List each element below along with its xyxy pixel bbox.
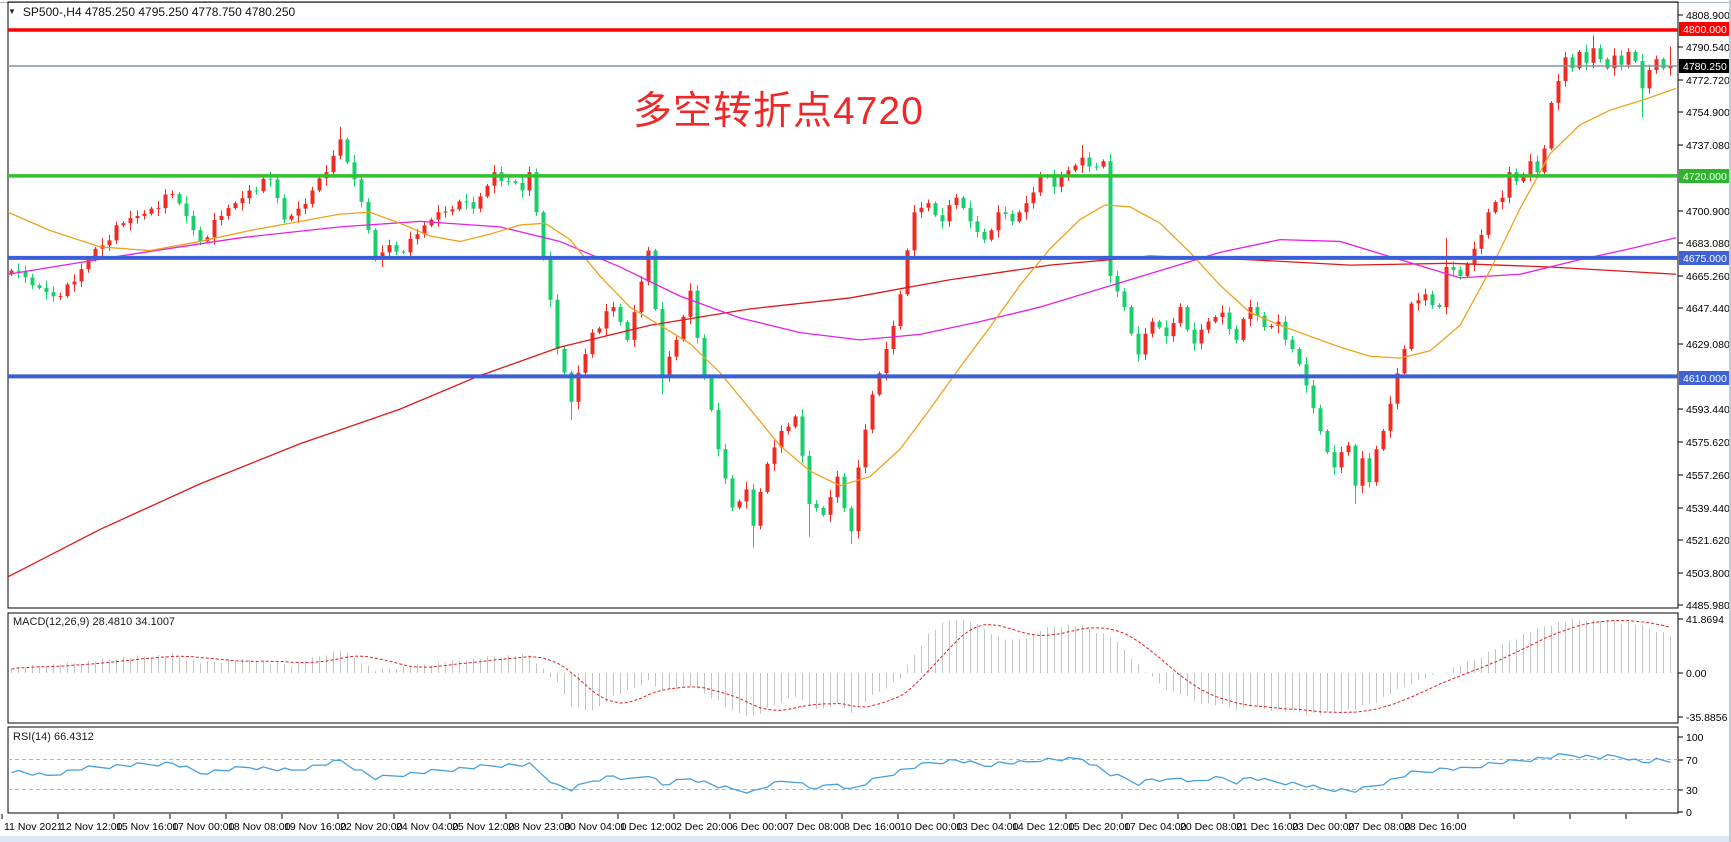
price-axis-label: 4754.900 bbox=[1686, 107, 1730, 119]
time-axis-label: 23 Dec 00:00 bbox=[1292, 821, 1355, 833]
macd-indicator-label: MACD(12,26,9) 28.4810 34.1007 bbox=[13, 616, 176, 628]
macd-axis-label: 41.8694 bbox=[1686, 614, 1724, 626]
time-axis-label: 18 Nov 08:00 bbox=[228, 821, 291, 833]
price-axis-label: 4485.980 bbox=[1686, 600, 1730, 612]
price-badge: 4675.000 bbox=[1683, 253, 1727, 265]
ma-slow-red bbox=[7, 255, 1677, 578]
price-badge: 4610.000 bbox=[1683, 373, 1727, 385]
time-axis-label: 12 Nov 12:00 bbox=[60, 821, 123, 833]
symbol-ohlc-text: SP500-,H4 4785.250 4795.250 4778.750 478… bbox=[22, 5, 296, 19]
price-badges: 4800.000 4780.250 4720.000 4675.000 4610.000 bbox=[1679, 22, 1730, 385]
price-axis-label: 4647.440 bbox=[1686, 303, 1730, 315]
price-axis-label: 4772.720 bbox=[1686, 75, 1730, 87]
price-axis-label: 4557.260 bbox=[1686, 470, 1730, 482]
price-axis-label: 4683.080 bbox=[1686, 238, 1730, 250]
panel-borders bbox=[7, 1, 1679, 814]
price-axis-label: 4575.620 bbox=[1686, 437, 1730, 449]
rsi-line bbox=[11, 753, 1671, 794]
time-axis-label: 20 Dec 08:00 bbox=[1180, 821, 1243, 833]
macd-signal-line bbox=[11, 619, 1671, 713]
time-axis-label: 21 Dec 16:00 bbox=[1236, 821, 1299, 833]
time-axis-label: 15 Dec 20:00 bbox=[1068, 821, 1131, 833]
price-axis-label: 4503.800 bbox=[1686, 568, 1730, 580]
price-axis-label: 4808.900 bbox=[1686, 10, 1730, 22]
price-badge: 4800.000 bbox=[1683, 24, 1727, 36]
window-right-border bbox=[1729, 0, 1731, 842]
price-badge: 4780.250 bbox=[1683, 61, 1727, 73]
time-axis-label: 28 Dec 16:00 bbox=[1404, 821, 1467, 833]
price-axis-label: 4790.540 bbox=[1686, 42, 1730, 54]
time-axis-label: 25 Nov 12:00 bbox=[452, 821, 515, 833]
macd-axis-label: -35.8856 bbox=[1686, 712, 1728, 724]
time-axis-label: 11 Nov 2021 bbox=[4, 821, 63, 833]
time-axis-label: 30 Nov 04:00 bbox=[564, 821, 627, 833]
rsi-axis-label: 70 bbox=[1686, 755, 1698, 767]
annotation-text[interactable]: 多空转折点4720 bbox=[633, 90, 924, 133]
price-axis[interactable]: 4808.900 4790.540 4772.720 4754.900 4737.080… bbox=[1678, 10, 1730, 819]
price-axis-label: 4629.080 bbox=[1686, 339, 1730, 351]
time-axis-label: 6 Dec 00:00 bbox=[732, 821, 789, 833]
time-axis-label: 22 Nov 20:00 bbox=[340, 821, 403, 833]
time-axis-label: 17 Nov 00:00 bbox=[172, 821, 235, 833]
rsi-indicator-label: RSI(14) 66.4312 bbox=[13, 731, 94, 743]
price-axis-label: 4593.440 bbox=[1686, 404, 1730, 416]
time-axis-label: 13 Dec 04:00 bbox=[956, 821, 1019, 833]
price-axis-label: 4539.440 bbox=[1686, 503, 1730, 515]
time-axis-label: 28 Nov 23:00 bbox=[508, 821, 571, 833]
time-axis-label: 2 Dec 20:00 bbox=[676, 821, 733, 833]
time-axis-label: 14 Dec 12:00 bbox=[1012, 821, 1075, 833]
rsi-axis-label: 100 bbox=[1686, 732, 1704, 744]
time-axis-label: 8 Dec 16:00 bbox=[844, 821, 901, 833]
macd-histogram bbox=[11, 618, 1671, 717]
macd-axis-label: 0.00 bbox=[1686, 668, 1707, 680]
rsi-axis-label: 30 bbox=[1686, 785, 1698, 797]
rsi-panel-border bbox=[7, 726, 1679, 814]
symbol-info: ▼ SP500-,H4 4785.250 4795.250 4778.750 4… bbox=[8, 5, 295, 19]
time-axis-label: 1 Dec 12:00 bbox=[620, 821, 677, 833]
main-panel-border bbox=[7, 1, 1679, 609]
price-axis-label: 4700.900 bbox=[1686, 206, 1730, 218]
time-axis-label: 15 Nov 16:00 bbox=[116, 821, 179, 833]
time-axis-label: 27 Dec 08:00 bbox=[1348, 821, 1411, 833]
rsi-axis-label: 0 bbox=[1686, 807, 1692, 819]
window-bottom-strip bbox=[0, 836, 1731, 842]
price-axis-label: 4521.620 bbox=[1686, 535, 1730, 547]
ma-fast-orange bbox=[7, 87, 1677, 487]
time-axis-label: 24 Nov 04:00 bbox=[396, 821, 459, 833]
price-badge: 4720.000 bbox=[1683, 171, 1727, 183]
time-axis-label: 19 Nov 16:00 bbox=[284, 821, 347, 833]
price-axis-label: 4665.260 bbox=[1686, 271, 1730, 283]
time-axis-label: 10 Dec 00:00 bbox=[900, 821, 963, 833]
time-axis-label: 17 Dec 04:00 bbox=[1124, 821, 1187, 833]
symbol-dropdown-icon[interactable]: ▼ bbox=[8, 6, 16, 16]
time-axis-label: 7 Dec 08:00 bbox=[788, 821, 845, 833]
macd-panel-border bbox=[7, 612, 1679, 724]
ma-medium-magenta bbox=[7, 220, 1677, 341]
price-axis-label: 4737.080 bbox=[1686, 140, 1730, 152]
